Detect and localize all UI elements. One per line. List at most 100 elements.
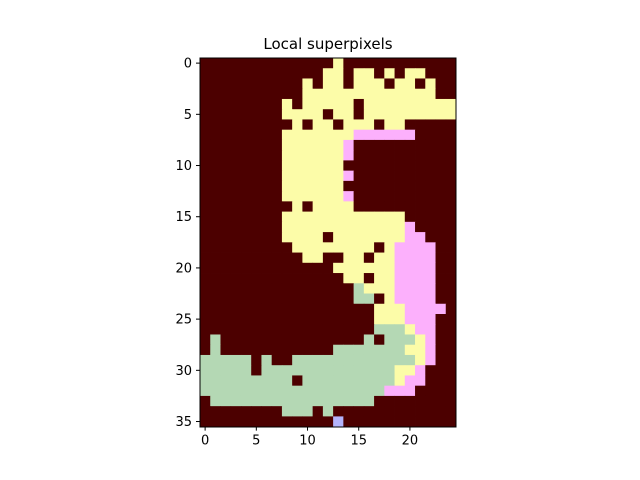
heatmap-cell xyxy=(343,191,354,202)
heatmap-cell xyxy=(322,68,334,79)
heatmap-cell xyxy=(435,283,447,294)
heatmap-cell xyxy=(394,365,406,376)
heatmap-cell xyxy=(230,324,242,335)
heatmap-cell xyxy=(210,365,221,376)
heatmap-cell xyxy=(333,160,344,172)
heatmap-cell xyxy=(271,314,283,325)
heatmap-cell xyxy=(394,344,406,356)
heatmap-cell xyxy=(374,211,385,223)
heatmap-cell xyxy=(384,252,395,264)
heatmap-cell xyxy=(210,262,221,274)
heatmap-cell xyxy=(445,242,457,253)
heatmap-cell xyxy=(240,150,252,161)
heatmap-cell xyxy=(363,150,375,161)
heatmap-cell xyxy=(240,211,252,223)
heatmap-cell xyxy=(435,129,447,141)
heatmap-cell xyxy=(240,344,252,356)
heatmap-cell xyxy=(240,273,252,284)
heatmap-cell xyxy=(271,252,283,264)
heatmap-cell xyxy=(210,170,221,182)
heatmap-cell xyxy=(220,211,232,223)
heatmap-cell xyxy=(271,334,283,346)
heatmap-cell xyxy=(445,58,457,69)
heatmap-cell xyxy=(374,314,385,325)
heatmap-cell xyxy=(343,180,354,192)
heatmap-cell xyxy=(353,68,365,79)
heatmap-cell xyxy=(302,385,314,397)
heatmap-cell xyxy=(404,293,416,305)
heatmap-cell xyxy=(333,201,344,212)
heatmap-cell xyxy=(435,365,447,376)
heatmap-cell xyxy=(271,324,283,335)
heatmap-cell xyxy=(353,344,365,356)
heatmap-cell xyxy=(425,150,436,161)
heatmap-cell xyxy=(425,334,436,346)
heatmap-cell xyxy=(435,416,447,428)
heatmap-cell xyxy=(240,160,252,172)
heatmap-cell xyxy=(210,58,221,69)
heatmap-cell xyxy=(384,221,395,233)
heatmap-cell xyxy=(415,283,426,294)
heatmap-cell xyxy=(322,416,334,428)
heatmap-cell xyxy=(240,262,252,274)
heatmap-cell xyxy=(353,129,365,141)
heatmap-cell xyxy=(394,170,406,182)
heatmap-cell xyxy=(353,303,365,315)
heatmap-cell xyxy=(312,119,324,131)
heatmap-cell xyxy=(374,354,385,366)
heatmap-cell xyxy=(302,119,314,131)
heatmap-cell xyxy=(435,242,447,253)
heatmap-cell xyxy=(261,344,273,356)
heatmap-cell xyxy=(333,211,344,223)
heatmap-cell xyxy=(240,354,252,366)
x-tick-label: 20 xyxy=(402,434,419,449)
heatmap-cell xyxy=(404,88,416,100)
heatmap-cell xyxy=(251,78,262,90)
heatmap-cell xyxy=(322,129,334,141)
heatmap-cell xyxy=(210,344,221,356)
heatmap-cell xyxy=(292,324,303,335)
heatmap-cell xyxy=(220,139,232,151)
heatmap-cell xyxy=(210,303,221,315)
heatmap-cell xyxy=(374,139,385,151)
heatmap-cell xyxy=(333,170,344,182)
heatmap-cell xyxy=(302,324,314,335)
heatmap-cell xyxy=(415,170,426,182)
heatmap-cell xyxy=(292,129,303,141)
heatmap-cell xyxy=(333,375,344,387)
x-tick-label: 5 xyxy=(252,434,260,449)
heatmap-cell xyxy=(281,385,293,397)
heatmap-cell xyxy=(394,150,406,161)
heatmap-cell xyxy=(353,314,365,325)
heatmap-cell xyxy=(435,344,447,356)
heatmap-cell xyxy=(240,201,252,212)
heatmap-cell xyxy=(374,334,385,346)
heatmap-cell xyxy=(404,191,416,202)
heatmap-cell xyxy=(220,68,232,79)
heatmap-cell xyxy=(343,293,354,305)
heatmap-cell xyxy=(363,109,375,120)
heatmap-cell xyxy=(200,303,211,315)
heatmap-cell xyxy=(230,242,242,253)
heatmap-cell xyxy=(425,78,436,90)
heatmap-cell xyxy=(374,58,385,69)
heatmap-cell xyxy=(302,303,314,315)
heatmap-cell xyxy=(302,365,314,376)
heatmap-cell xyxy=(210,354,221,366)
heatmap-cell xyxy=(200,314,211,325)
heatmap-cell xyxy=(220,252,232,264)
heatmap-cell xyxy=(425,324,436,335)
heatmap-cell xyxy=(445,354,457,366)
heatmap-cell xyxy=(435,314,447,325)
heatmap-cell xyxy=(230,68,242,79)
heatmap-cell xyxy=(281,201,293,212)
heatmap-cell xyxy=(292,68,303,79)
heatmap-cell xyxy=(251,293,262,305)
heatmap-cell xyxy=(343,211,354,223)
heatmap-cell xyxy=(210,180,221,192)
heatmap-cell xyxy=(210,160,221,172)
heatmap-cell xyxy=(363,395,375,407)
heatmap-cell xyxy=(363,375,375,387)
heatmap-cell xyxy=(230,385,242,397)
heatmap-cell xyxy=(220,129,232,141)
